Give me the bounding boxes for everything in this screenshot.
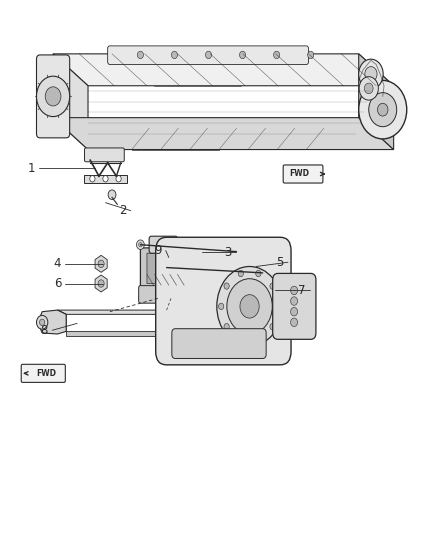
Circle shape — [261, 271, 265, 275]
Circle shape — [290, 286, 297, 295]
Polygon shape — [53, 54, 88, 150]
FancyBboxPatch shape — [85, 148, 124, 162]
Circle shape — [116, 175, 121, 182]
Circle shape — [165, 265, 168, 270]
FancyBboxPatch shape — [108, 46, 308, 64]
FancyBboxPatch shape — [273, 273, 316, 340]
Polygon shape — [53, 54, 394, 86]
Circle shape — [139, 243, 142, 247]
Polygon shape — [147, 253, 173, 284]
Text: 1: 1 — [28, 161, 35, 175]
Circle shape — [364, 83, 373, 94]
Circle shape — [256, 270, 261, 277]
FancyBboxPatch shape — [21, 365, 65, 382]
Text: 3: 3 — [224, 246, 231, 259]
FancyBboxPatch shape — [149, 236, 177, 253]
Circle shape — [36, 76, 70, 117]
Circle shape — [378, 103, 388, 116]
Circle shape — [98, 260, 104, 268]
Circle shape — [45, 87, 61, 106]
Circle shape — [103, 175, 108, 182]
Circle shape — [162, 263, 170, 272]
Text: FWD: FWD — [289, 169, 309, 179]
Circle shape — [290, 318, 297, 327]
Circle shape — [224, 324, 229, 330]
Circle shape — [290, 308, 297, 316]
Circle shape — [219, 303, 224, 310]
Circle shape — [205, 51, 212, 59]
Circle shape — [307, 51, 314, 59]
Circle shape — [359, 77, 378, 100]
Text: 6: 6 — [54, 277, 61, 290]
Circle shape — [238, 336, 244, 342]
FancyBboxPatch shape — [155, 237, 291, 365]
Circle shape — [259, 268, 267, 278]
Circle shape — [369, 93, 397, 127]
Text: 5: 5 — [276, 256, 284, 269]
Circle shape — [227, 279, 272, 334]
FancyBboxPatch shape — [172, 329, 266, 359]
Polygon shape — [53, 118, 394, 150]
Circle shape — [171, 51, 177, 59]
Circle shape — [235, 249, 238, 254]
Circle shape — [137, 240, 145, 249]
Circle shape — [36, 316, 48, 329]
Circle shape — [240, 295, 259, 318]
Circle shape — [224, 283, 229, 289]
FancyBboxPatch shape — [36, 55, 70, 138]
Polygon shape — [141, 248, 184, 290]
Circle shape — [365, 67, 377, 82]
Circle shape — [238, 270, 244, 277]
Text: FWD: FWD — [36, 369, 57, 378]
Circle shape — [217, 266, 283, 346]
Circle shape — [240, 51, 246, 59]
Circle shape — [138, 51, 144, 59]
Circle shape — [270, 324, 275, 330]
Circle shape — [270, 283, 275, 289]
Circle shape — [274, 51, 280, 59]
Circle shape — [108, 190, 116, 199]
Polygon shape — [57, 310, 193, 314]
Polygon shape — [66, 332, 193, 336]
Circle shape — [256, 336, 261, 342]
Text: 8: 8 — [41, 324, 48, 337]
Polygon shape — [57, 310, 66, 332]
Circle shape — [39, 319, 45, 326]
Circle shape — [159, 240, 167, 249]
Circle shape — [233, 247, 240, 256]
Text: 2: 2 — [119, 204, 127, 217]
Circle shape — [90, 175, 95, 182]
Circle shape — [98, 280, 104, 287]
Circle shape — [359, 80, 407, 139]
Polygon shape — [359, 54, 394, 150]
FancyBboxPatch shape — [139, 286, 186, 303]
Circle shape — [290, 297, 297, 305]
Polygon shape — [38, 310, 66, 334]
Text: 4: 4 — [54, 257, 61, 270]
Circle shape — [359, 59, 383, 89]
Text: 9: 9 — [154, 244, 162, 257]
Text: 7: 7 — [298, 284, 306, 297]
Circle shape — [276, 303, 281, 310]
Polygon shape — [84, 175, 127, 182]
FancyBboxPatch shape — [283, 165, 323, 183]
